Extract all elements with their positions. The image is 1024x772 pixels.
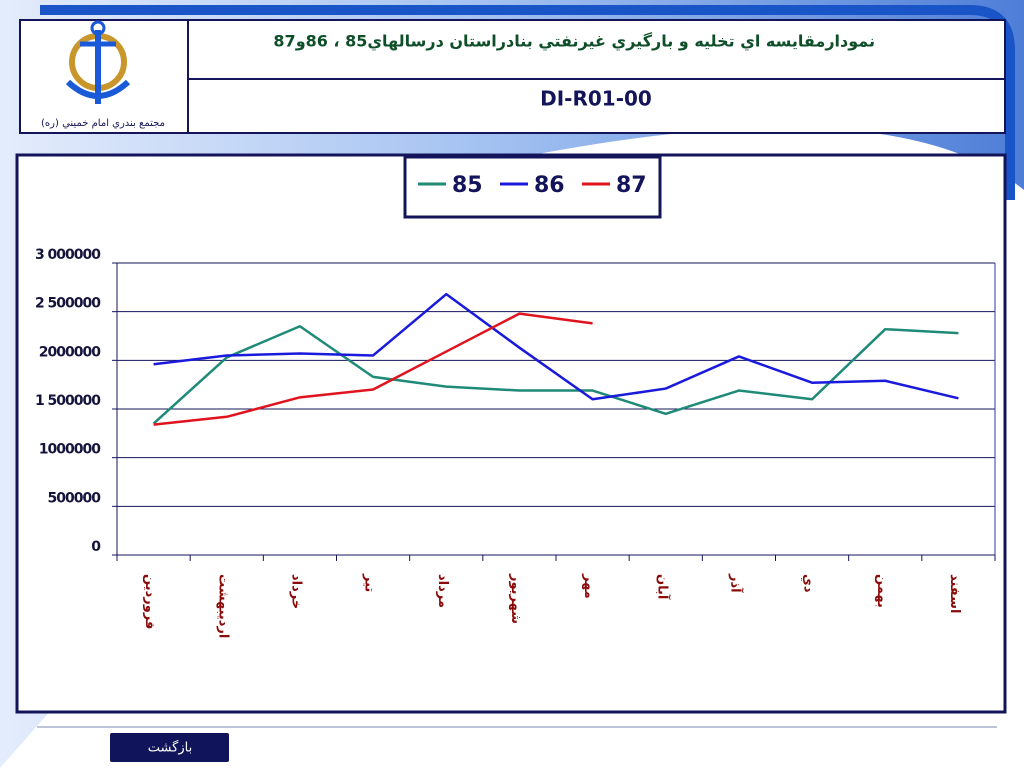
x-tick-label: شهريور xyxy=(508,573,523,624)
legend-box xyxy=(403,155,662,219)
series-line xyxy=(153,312,593,426)
y-tick-label: 0 xyxy=(91,539,101,555)
logo-caption: مجتمع بندري امام خميني (ره) xyxy=(41,118,165,129)
logo xyxy=(65,20,131,104)
x-tick-label: خرداد xyxy=(288,574,303,609)
x-tick-label: مرداد xyxy=(435,574,450,608)
y-tick-label: 3 000000 xyxy=(35,247,101,263)
x-tick-label: مهر xyxy=(581,573,596,599)
y-tick-label: 1000000 xyxy=(39,442,101,458)
legend-label: 85 xyxy=(452,173,483,198)
legend-label: 87 xyxy=(616,173,647,198)
header-box xyxy=(19,19,1006,134)
x-tick-label: فروردين xyxy=(142,574,157,629)
y-tick-label: 1 500000 xyxy=(35,393,101,409)
x-tick-label: ارديبهشت xyxy=(215,574,230,638)
back-button[interactable]: بازگشت xyxy=(110,733,229,762)
x-tick-label: دي xyxy=(801,574,816,593)
series-line xyxy=(152,325,959,425)
header-title: نمودارمقايسه اي تخليه و بارگيري غيرنفتي … xyxy=(273,32,875,52)
x-tick-label: آبان xyxy=(654,574,671,600)
x-tick-label: تير xyxy=(362,573,377,592)
y-tick-label: 2 500000 xyxy=(35,296,101,312)
legend-label: 86 xyxy=(534,173,565,198)
y-tick-label: 2000000 xyxy=(39,344,101,360)
back-button-bg[interactable] xyxy=(110,733,229,762)
x-tick-label: آذر xyxy=(727,573,744,593)
series-line xyxy=(153,292,959,401)
back-button-label[interactable]: بازگشت xyxy=(148,740,192,756)
chart-frame xyxy=(15,153,1007,714)
x-tick-label: اسفند xyxy=(947,574,962,613)
x-tick-label: بهمن xyxy=(874,574,889,608)
document-code: DI-R01-00 xyxy=(540,87,652,111)
y-tick-label: 500000 xyxy=(48,490,102,506)
